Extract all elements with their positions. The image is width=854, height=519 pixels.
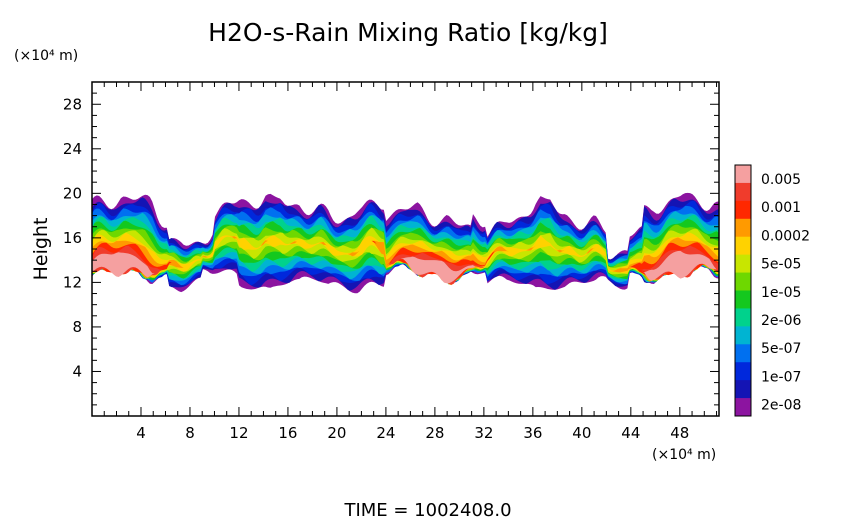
x-tick-label: 36: [523, 424, 542, 442]
colorbar-swatch: [735, 362, 751, 381]
y-tick-label: 12: [63, 273, 82, 291]
x-tick-label: 20: [327, 424, 346, 442]
x-unit-label: (×10⁴ m): [652, 447, 716, 463]
y-tick-label: 16: [63, 229, 82, 247]
colorbar-swatch: [735, 308, 751, 327]
y-tick-label: 8: [72, 318, 82, 336]
colorbar-swatch: [735, 380, 751, 399]
colorbar-swatch: [735, 326, 751, 345]
time-footer: TIME = 1002408.0: [343, 500, 511, 519]
colorbar-label: 5e-05: [761, 257, 801, 273]
x-tick-label: 32: [474, 424, 493, 442]
colorbar-label: 2e-08: [761, 398, 801, 414]
colorbar-label: 2e-06: [761, 313, 801, 329]
x-tick-label: 16: [278, 424, 297, 442]
contour-band: [92, 236, 719, 284]
colorbar-swatch: [735, 290, 751, 309]
colorbar-label: 0.005: [761, 172, 801, 188]
y-tick-label: 28: [63, 95, 82, 113]
y-tick-label: 24: [63, 140, 82, 158]
y-unit-label: (×10⁴ m): [14, 48, 78, 64]
y-tick-label: 4: [72, 362, 82, 380]
colorbar-swatch: [735, 182, 751, 202]
x-tick-label: 8: [185, 424, 195, 442]
colorbar-swatch: [735, 272, 751, 291]
colorbar-label: 1e-05: [761, 285, 801, 301]
x-tick-label: 48: [670, 424, 689, 442]
colorbar-swatch: [735, 236, 751, 256]
y-axis: 4 8 12 16 20 24 28: [63, 92, 719, 406]
x-tick-label: 40: [572, 424, 591, 442]
rain-field: [92, 192, 719, 294]
colorbar-label: 0.0002: [761, 228, 810, 244]
colorbar-swatch: [735, 344, 751, 363]
y-tick-label: 20: [63, 184, 82, 202]
colorbar-swatch: [735, 254, 751, 274]
colorbar: 0.005 0.001 0.0002 5e-05 1e-05 2e-06 5e-07 1e-0…: [734, 164, 810, 417]
colorbar-swatch: [735, 165, 751, 184]
colorbar-label: 0.001: [761, 200, 801, 216]
x-axis: 4 8 12 16 20 24 28 32 36 40 44 48: [103, 82, 718, 442]
chart-title: H2O-s-Rain Mixing Ratio [kg/kg]: [208, 18, 608, 47]
x-tick-label: 44: [621, 424, 640, 442]
y-axis-label: Height: [30, 218, 52, 281]
colorbar-frame: [734, 164, 752, 417]
colorbar-swatch: [735, 218, 751, 238]
x-tick-label: 24: [376, 424, 395, 442]
x-tick-label: 4: [136, 424, 146, 442]
colorbar-swatch: [735, 398, 751, 417]
colorbar-label: 1e-07: [761, 369, 801, 385]
x-tick-label: 12: [229, 424, 248, 442]
x-tick-label: 28: [425, 424, 444, 442]
colorbar-label: 5e-07: [761, 341, 801, 357]
colorbar-swatch: [735, 200, 751, 220]
